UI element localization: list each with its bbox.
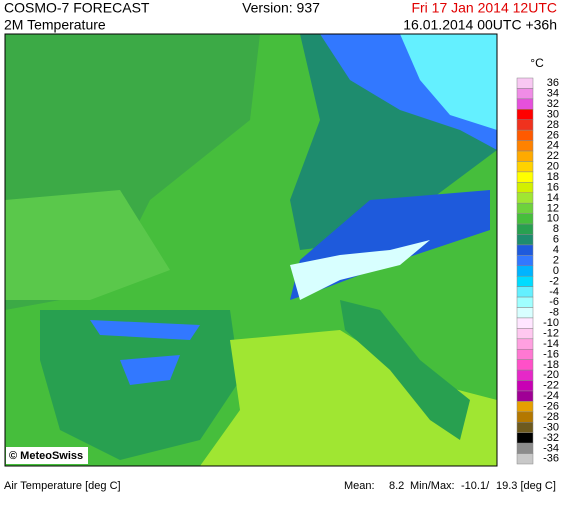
legend-swatch	[516, 401, 534, 413]
legend-label: -28	[543, 411, 559, 423]
legend: 363432302826242220181614121086420-2-4-6-…	[516, 77, 559, 465]
legend-swatch	[516, 265, 534, 277]
legend-swatch	[516, 411, 534, 423]
legend-swatch	[516, 422, 534, 433]
legend-label: -20	[543, 369, 559, 381]
legend-swatch	[516, 255, 534, 267]
italy	[340, 300, 470, 440]
credit-box	[6, 447, 88, 464]
legend-label: 2	[553, 254, 559, 266]
legend-swatch	[516, 182, 534, 194]
legend-label: 28	[547, 119, 559, 131]
legend-swatch	[516, 359, 534, 371]
legend-swatch	[516, 442, 534, 454]
legend-swatch	[516, 317, 534, 329]
legend-swatch	[516, 390, 534, 402]
legend-label: 8	[553, 223, 559, 235]
legend-label: -34	[543, 442, 559, 454]
legend-label: 26	[547, 129, 559, 141]
legend-unit: °C	[530, 56, 544, 70]
legend-label: -26	[543, 401, 559, 413]
legend-label: 12	[547, 202, 559, 214]
legend-label: -6	[549, 296, 559, 308]
legend-swatch	[516, 348, 534, 360]
legend-swatch	[516, 171, 534, 183]
mediterranean	[200, 330, 497, 466]
max: 19.3 [deg C]	[496, 480, 556, 492]
legend-swatch	[516, 234, 534, 246]
legend-label: -12	[543, 328, 559, 340]
legend-swatch	[516, 338, 534, 350]
legend-swatch	[516, 432, 534, 444]
map: © MeteoSwiss	[4, 33, 498, 467]
legend-label: 4	[553, 244, 559, 256]
legend-label: 0	[553, 265, 559, 277]
legend-label: -30	[543, 421, 559, 433]
legend-label: -14	[543, 338, 559, 350]
legend-label: 24	[547, 140, 559, 152]
legend-label: -2	[549, 275, 559, 287]
min: -10.1/	[461, 480, 490, 492]
legend-swatch	[516, 129, 534, 141]
legend-label: -8	[549, 307, 559, 319]
legend-label: -10	[543, 317, 559, 329]
cold-north-east	[400, 34, 497, 130]
version: Version: 937	[242, 0, 320, 16]
legend-swatch	[516, 88, 534, 100]
legend-label: 14	[547, 192, 559, 204]
valid-time: Fri 17 Jan 2014 12UTC	[411, 0, 557, 16]
legend-label: -32	[543, 432, 559, 444]
legend-label: 30	[547, 108, 559, 120]
legend-swatch	[516, 223, 534, 235]
legend-swatch	[516, 161, 534, 173]
minmax-label: Min/Max:	[410, 480, 455, 492]
legend-label: 18	[547, 171, 559, 183]
legend-swatch	[516, 119, 534, 131]
legend-swatch	[516, 109, 534, 120]
legend-label: 20	[547, 161, 559, 173]
legend-label: 32	[547, 98, 559, 110]
sea	[5, 190, 170, 300]
legend-label: 6	[553, 234, 559, 246]
legend-label: -16	[543, 348, 559, 360]
iberia-cold	[90, 320, 200, 385]
run-time: 16.01.2014 00UTC +36h	[403, 17, 557, 33]
legend-swatch	[516, 296, 534, 308]
legend-swatch	[516, 307, 534, 319]
legend-swatch	[516, 328, 534, 340]
mean-label: Mean:	[344, 480, 375, 492]
legend-swatch	[516, 275, 534, 287]
legend-label: 22	[547, 150, 559, 162]
legend-label: -36	[543, 453, 559, 465]
legend-swatch	[516, 140, 534, 152]
legend-label: -22	[543, 380, 559, 392]
title: COSMO-7 FORECAST	[4, 0, 150, 16]
legend-label: 34	[547, 88, 559, 100]
subtitle: 2M Temperature	[4, 17, 106, 33]
legend-swatch	[516, 192, 534, 204]
legend-swatch	[516, 98, 534, 110]
legend-swatch	[516, 369, 534, 381]
legend-swatch	[516, 453, 534, 465]
alps-high	[290, 240, 430, 300]
footer-label: Air Temperature [deg C]	[4, 480, 121, 492]
legend-swatch	[516, 77, 534, 89]
legend-swatch	[516, 213, 534, 225]
legend-swatch	[516, 150, 534, 162]
legend-label: 16	[547, 181, 559, 193]
legend-label: 10	[547, 213, 559, 225]
legend-swatch	[516, 286, 534, 298]
legend-swatch	[516, 202, 534, 214]
legend-swatch	[516, 380, 534, 392]
legend-label: -4	[549, 286, 559, 298]
legend-label: -24	[543, 390, 559, 402]
legend-label: -18	[543, 359, 559, 371]
credit: © MeteoSwiss	[9, 450, 83, 462]
legend-swatch	[516, 244, 534, 256]
iberia	[40, 310, 240, 460]
map-frame	[4, 33, 498, 467]
legend-label: 36	[547, 77, 559, 89]
mean: 8.2	[389, 480, 404, 492]
